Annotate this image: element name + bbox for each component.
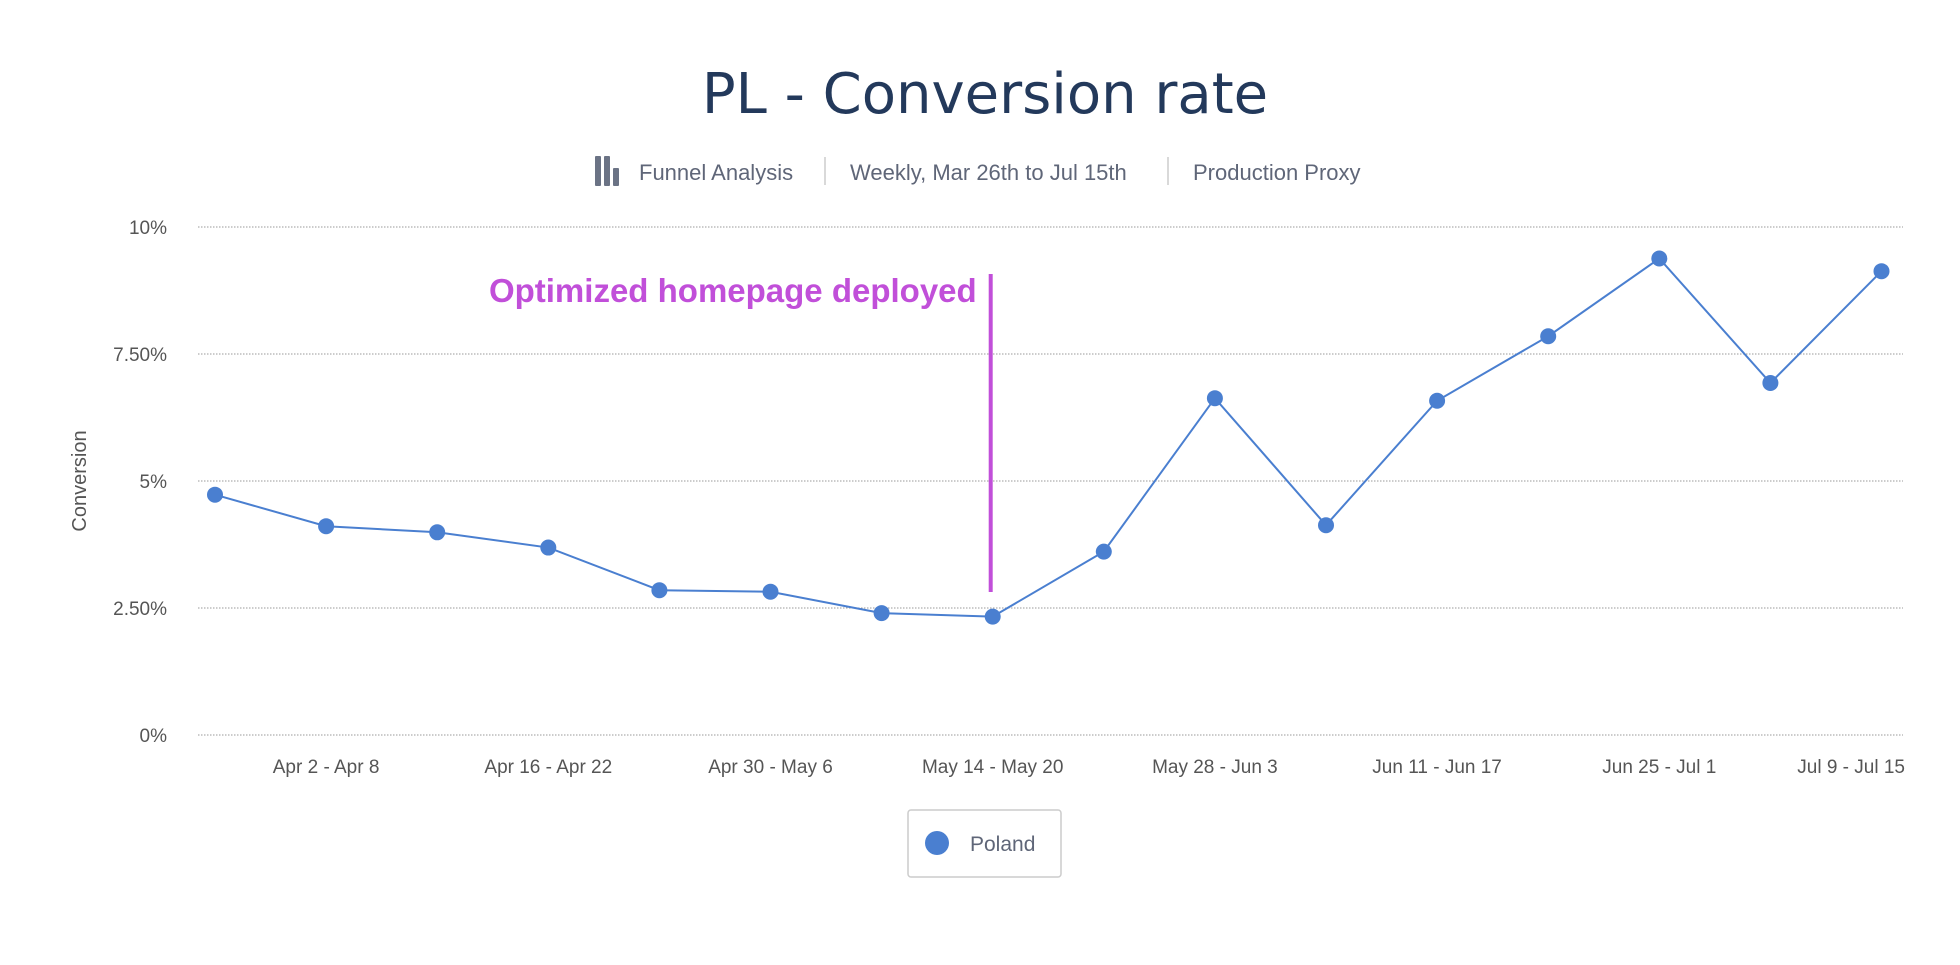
series-line-poland (214, 257, 1883, 618)
data-point (429, 524, 446, 541)
data-point (1540, 328, 1557, 345)
y-tick-label: 2.50% (113, 599, 167, 620)
y-tick-label: 5% (140, 472, 168, 493)
x-tick-label: Apr 2 - Apr 8 (273, 757, 380, 778)
data-point (1318, 517, 1334, 534)
data-point (1095, 543, 1112, 560)
legend-marker-poland (925, 831, 949, 855)
y-tick-label: 7.50% (113, 345, 167, 366)
annotation: Optimized homepage deployed (489, 272, 993, 592)
x-tick-label: May 14 - May 20 (922, 757, 1064, 778)
x-tick-label: May 28 - Jun 3 (1152, 757, 1278, 778)
x-tick-label: Apr 30 - May 6 (708, 757, 833, 778)
annotation-label: Optimized homepage deployed (489, 272, 977, 309)
subtitle-range: Weekly, Mar 26th to Jul 15th (850, 160, 1127, 185)
y-tick-label: 0% (140, 726, 168, 747)
y-tick-label: 10% (129, 218, 167, 239)
legend-label-poland: Poland (970, 833, 1035, 856)
data-point (762, 583, 779, 600)
x-tick-label: Jun 11 - Jun 17 (1372, 757, 1502, 778)
data-point (1651, 250, 1668, 267)
subtitle: Funnel Analysis Weekly, Mar 26th to Jul … (595, 156, 1361, 186)
y-axis-title: Conversion (69, 430, 91, 531)
chart-title: PL - Conversion rate (702, 62, 1268, 127)
data-point (873, 605, 890, 622)
data-point (1206, 390, 1223, 407)
subtitle-source: Production Proxy (1193, 160, 1361, 185)
subtitle-analysis: Funnel Analysis (639, 160, 793, 185)
data-point (651, 582, 668, 599)
data-point (207, 486, 223, 503)
legend[interactable]: Poland (907, 809, 1062, 878)
data-point (1429, 392, 1446, 409)
funnel-bars-icon (595, 156, 619, 186)
data-point (1762, 374, 1779, 391)
x-tick-label: Jun 25 - Jul 1 (1602, 757, 1716, 778)
x-tick-label: Apr 16 - Apr 22 (484, 757, 612, 778)
data-point (1873, 263, 1890, 280)
data-point (540, 539, 557, 556)
data-point (318, 518, 335, 535)
x-tick-label: Jul 9 - Jul 15 (1797, 757, 1905, 778)
data-point (984, 608, 1001, 625)
